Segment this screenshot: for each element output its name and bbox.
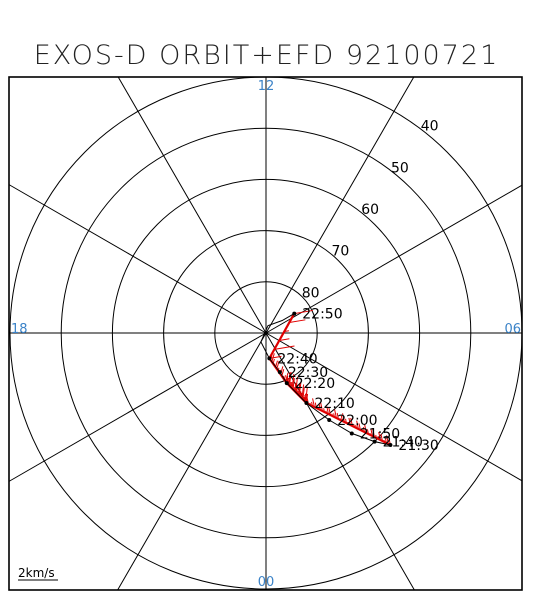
efd-vector — [312, 398, 315, 408]
efd-vector — [276, 360, 280, 370]
efd-vector — [289, 319, 306, 324]
efd-vector — [274, 345, 295, 350]
efd-vector — [288, 371, 292, 386]
efd-vector — [269, 355, 282, 359]
time-tick — [372, 439, 377, 444]
efd-vector — [386, 435, 389, 445]
efd-vector — [372, 428, 375, 438]
mlt-label-18: 18 — [11, 322, 28, 337]
mlt-spoke-20 — [8, 332, 267, 482]
time-tick — [349, 431, 354, 436]
latitude-label-40: 40 — [421, 119, 439, 135]
efd-vector — [301, 384, 305, 399]
time-tick — [327, 417, 332, 422]
scale-label: 2km/s — [18, 566, 55, 580]
time-label: 22:40 — [277, 351, 317, 367]
latitude-label-80: 80 — [302, 285, 320, 301]
time-label: 22:20 — [295, 376, 335, 392]
time-label: 21:30 — [398, 438, 438, 454]
efd-vector — [294, 309, 313, 315]
scale-bar: 2km/s — [18, 566, 58, 581]
time-tick — [267, 356, 272, 361]
latitude-label-60: 60 — [361, 202, 379, 218]
latitude-label-70: 70 — [331, 244, 349, 260]
time-tick — [284, 381, 289, 386]
efd-vector — [292, 378, 295, 390]
mlt-spoke-16 — [8, 184, 267, 334]
efd-vector — [302, 387, 305, 400]
efd-baseline — [305, 402, 391, 447]
latitude-labels: 80 70 60 50 40 — [302, 119, 439, 302]
time-tick — [304, 401, 309, 406]
time-label: 21:40 — [383, 435, 423, 451]
mlt-label-00: 00 — [258, 575, 275, 590]
mlt-spoke-22 — [117, 332, 267, 591]
efd-vector — [334, 409, 337, 419]
mlt-spokes — [8, 76, 523, 591]
orbit-path — [260, 313, 391, 446]
efd-vector — [294, 382, 297, 392]
efd-vector — [342, 413, 345, 423]
mlt-label-12: 12 — [258, 79, 275, 94]
chart-title: EXOS-D ORBIT+EFD 92100721 — [33, 40, 500, 71]
time-tick — [388, 443, 393, 448]
time-tick — [277, 370, 282, 375]
mlt-spoke-14 — [117, 76, 267, 334]
time-label: 21:50 — [360, 426, 400, 442]
mlt-label-06: 06 — [504, 322, 521, 337]
efd-vector — [291, 373, 295, 389]
efd-vector — [356, 420, 359, 430]
efd-vector — [279, 338, 290, 341]
mlt-spoke-4 — [265, 332, 523, 482]
time-label: 22:50 — [302, 307, 342, 323]
mlt-spoke-10 — [265, 76, 415, 334]
time-label: 22:10 — [314, 396, 354, 412]
efd-vector — [285, 372, 289, 382]
time-label: 22:30 — [288, 365, 328, 381]
efd-vector — [298, 381, 302, 396]
efd-vector — [305, 386, 308, 403]
mlt-spoke-8 — [265, 184, 523, 334]
time-label: 22:00 — [337, 413, 377, 429]
latitude-label-50: 50 — [391, 160, 409, 176]
efd-vector — [320, 402, 323, 412]
efd-vector — [364, 424, 367, 434]
efd-vector — [297, 383, 301, 395]
efd-vector — [295, 376, 298, 393]
time-tick — [292, 311, 297, 316]
efd-vector — [288, 372, 291, 386]
efd-baseline — [268, 313, 296, 359]
mlt-labels: 12 06 00 18 — [11, 79, 521, 590]
orbit-track — [260, 313, 391, 446]
